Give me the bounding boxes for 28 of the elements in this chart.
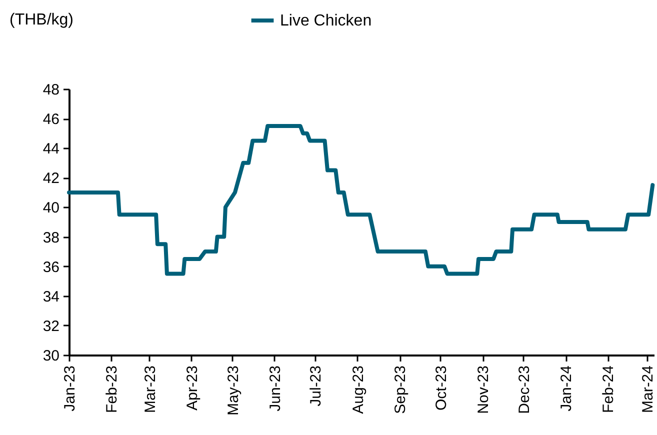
x-tick-label: Oct-23 [432, 366, 450, 411]
x-tick-label: Jan-23 [62, 366, 78, 412]
x-tick-label: Jul-23 [308, 366, 325, 406]
x-tick-label: Feb-23 [104, 366, 121, 414]
x-tick-label: Sep-23 [392, 366, 410, 414]
y-tick-label: 40 [42, 200, 60, 217]
y-tick-label: 42 [42, 170, 60, 188]
x-tick-label: Aug-23 [350, 366, 367, 414]
y-tick-label: 46 [42, 111, 60, 128]
y-tick-label: 32 [42, 318, 60, 335]
x-tick-label: Apr-23 [184, 366, 201, 411]
y-axis-title: (THB/kg) [10, 12, 74, 28]
x-tick-label: Jan-24 [558, 366, 576, 412]
y-tick-label: 38 [42, 229, 60, 246]
x-tick-label: Jun-23 [266, 366, 284, 412]
x-tick-label: Feb-24 [600, 366, 618, 414]
legend-label: Live Chicken [280, 12, 372, 30]
line-series [67, 124, 655, 276]
x-tick-label: Mar-23 [142, 366, 159, 414]
y-tick-label: 48 [42, 82, 60, 98]
x-tick-label: Dec-23 [516, 366, 533, 414]
y-tick-label: 34 [42, 288, 60, 306]
y-tick-label: 44 [42, 140, 60, 158]
y-tick-label: 36 [42, 258, 60, 276]
x-tick-label: May-23 [224, 366, 242, 416]
x-tick-label: Mar-24 [640, 366, 657, 414]
x-tick-label: Nov-23 [475, 366, 492, 414]
y-tick-label: 30 [42, 348, 60, 364]
